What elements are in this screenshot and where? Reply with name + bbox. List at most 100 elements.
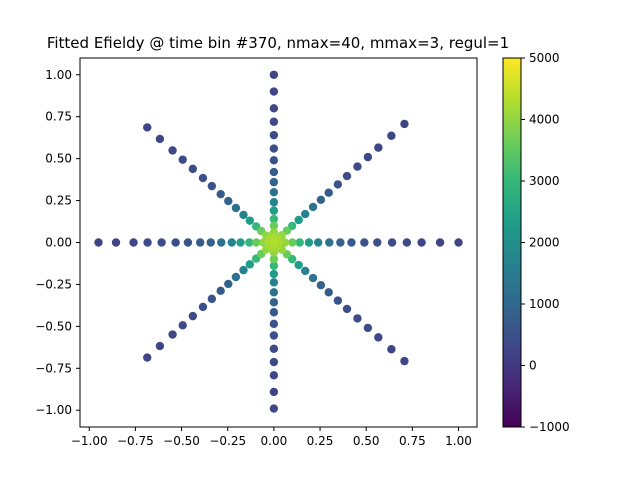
scatter-point-e [325,238,334,247]
colorbar-gradient [503,58,521,427]
scatter-point-sw [188,311,198,321]
scatter-point-w [236,238,245,247]
x-tick-label: 0.75 [399,434,426,448]
scatter-point-s [269,371,279,380]
scatter-point-nw [245,216,255,225]
scatter-point-nw [231,203,241,213]
x-axis: −1.00 −0.75 −0.50 −0.25 0.00 0.25 0.50 0.75 1.00 [71,427,472,448]
scatter-point-n [269,130,279,140]
scatter-point-s [269,331,279,340]
scatter-point-n [269,221,279,230]
colorbar-tick-label: 0 [529,359,537,373]
scatter-point-ne [301,209,310,219]
scatter-point-se [374,333,383,342]
scatter-point-s [269,269,279,279]
scatter-point-w [196,238,205,247]
x-tick-label: −1.00 [71,434,108,448]
scatter-point-sw [198,302,208,312]
y-tick-label: 1.00 [45,68,72,82]
y-tick-label: −0.25 [35,277,72,291]
scatter-point-n [269,70,279,79]
scatter-point-sw [155,341,165,351]
x-tick-label: −0.50 [163,434,200,448]
scatter-point-s [269,357,279,367]
scatter-point-sw [245,260,255,269]
scatter-point-ne [400,119,409,129]
colorbar-ticks: 5000 4000 3000 2000 1000 0 −1000 [521,51,570,434]
scatter-point-nw [198,173,208,183]
y-tick-label: −0.75 [35,361,72,375]
scatter-point-w [183,238,193,247]
scatter-point-s [269,278,279,287]
scatter-point-sw [231,272,241,282]
scatter-point-se [308,273,318,283]
scatter-point-w [94,238,103,247]
scatter-point-s [269,254,279,264]
scatter-point-n [269,177,279,187]
scatter-point-ne [363,152,373,162]
colorbar-tick-label: 4000 [529,113,560,127]
plot-area [79,57,478,428]
scatter-point-se [400,356,409,366]
scatter-point-nw [168,146,177,155]
scatter-point-ne [353,162,362,171]
scatter-point-ne [387,131,396,140]
scatter-point-n [269,156,279,165]
scatter-point-n [269,214,279,224]
y-tick-label: 0.50 [45,152,72,166]
scatter-point-nw [216,189,225,199]
scatter-point-n [269,206,279,215]
scatter-point-s [269,404,279,413]
x-tick-label: 0.25 [307,434,334,448]
scatter-point-nw [239,210,248,220]
scatter-point-n [269,144,279,153]
colorbar: 5000 4000 3000 2000 1000 0 −1000 [502,51,570,434]
y-tick-label: 0.75 [45,110,72,124]
scatter-point-w [217,238,226,247]
scatter-point-e [288,238,297,247]
scatter-point-nw [207,181,217,191]
x-tick-label: −0.75 [117,434,154,448]
scatter-point-sw [168,330,177,339]
scatter-point-nw [224,196,233,206]
scatter-point-center [269,238,279,247]
scatter-point-s [269,298,279,307]
scatter-point-sw [143,353,152,362]
scatter-point-s [269,387,279,397]
scatter-point-w [157,238,166,247]
scatter-point-ne [316,195,326,204]
scatter-point-se [342,304,352,314]
scatter-point-e [387,238,397,247]
scatter-point-ne [308,202,318,212]
y-tick-label: −0.50 [35,319,72,333]
scatter-point-nw [143,123,152,132]
colorbar-tick-label: 5000 [529,51,560,65]
scatter-point-s [269,288,279,297]
scatter-point-e [454,238,463,247]
y-axis: 1.00 0.75 0.50 0.25 0.00 −0.25 −0.50 −0.75 −1.00 [35,68,80,417]
scatter-point-w [252,238,261,247]
scatter-point-nw [155,134,165,144]
scatter-point-se [353,314,362,323]
scatter-point-w [129,238,138,247]
scatter-point-e [304,238,314,247]
scatter-point-n [269,104,279,113]
scatter-point-sw [178,321,187,330]
scatter-point-ne [374,143,383,152]
x-tick-label: 0.00 [261,434,288,448]
scatter-point-e [295,238,304,247]
scatter-point-n [269,87,279,96]
scatter-point-se [363,323,373,333]
scatter-point-e [360,238,369,247]
scatter-point-se [301,266,310,276]
y-tick-label: 0.25 [45,194,72,208]
x-tick-label: 1.00 [445,434,472,448]
scatter-point-sw [207,294,217,304]
scatter-point-w [143,238,152,247]
scatter-point-se [333,296,343,305]
scatter-point-w [171,238,180,247]
y-tick-label: −1.00 [35,403,72,417]
scatter-point-sw [216,286,225,296]
scatter-point-e [314,238,323,247]
